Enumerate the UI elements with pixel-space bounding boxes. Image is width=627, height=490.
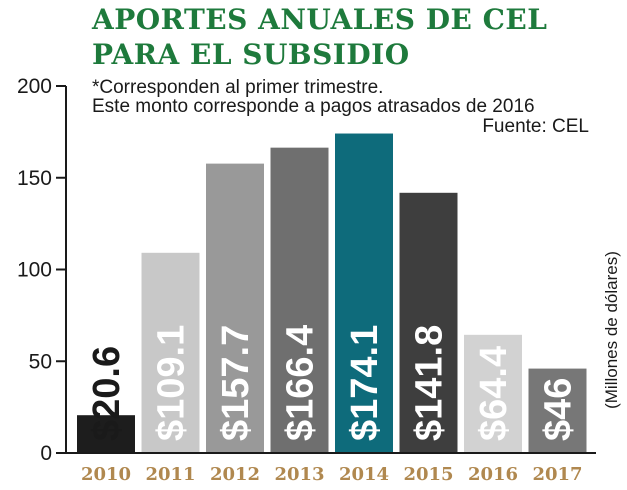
y-tick-label: 50 [29, 350, 52, 373]
footnote-late-payments: Este monto corresponde a pagos atrasados… [92, 96, 535, 117]
bar-2015 [399, 192, 458, 452]
value-label-2011: $109.1 [151, 325, 193, 441]
bar-2017 [528, 368, 587, 452]
bar-2012 [206, 163, 264, 453]
value-label-2015: $141.8 [409, 325, 451, 441]
bar-2010 [77, 415, 135, 452]
x-tick-label-2011: 2011 [145, 464, 195, 485]
x-tick-label-2016: 2016 [468, 464, 518, 485]
bar-2016 [464, 334, 522, 452]
footnote-first-quarter: *Corresponden al primer trimestre. [92, 77, 384, 98]
bar-2014 [335, 133, 393, 453]
value-label-2014: $174.1 [344, 325, 386, 441]
chart-title-line-2: PARA EL SUBSIDIO [92, 38, 410, 71]
y-axis-label: (Millones de dólares) [602, 251, 621, 409]
y-tick-label: 100 [17, 259, 52, 282]
x-tick-label-2014: 2014 [339, 464, 389, 485]
bar-2011 [141, 252, 200, 452]
value-label-2013: $166.4 [280, 325, 322, 441]
value-label-2010: $20.6 [86, 346, 128, 441]
x-tick-label-2013: 2013 [274, 464, 324, 485]
bar-2013 [270, 147, 329, 452]
x-tick-label-2010: 2010 [81, 464, 131, 485]
value-label-2016: $64.4 [473, 346, 515, 441]
chart-title-line-1: APORTES ANUALES DE CEL [92, 3, 548, 36]
y-tick-label: 150 [17, 167, 52, 190]
x-tick-label-2012: 2012 [210, 464, 260, 485]
y-tick-label: 200 [17, 75, 52, 98]
x-tick-label-2017: 2017 [532, 464, 582, 485]
value-label-2012: $157.7 [215, 325, 257, 441]
x-tick-label-2015: 2015 [403, 464, 453, 485]
y-tick-label: 0 [40, 442, 52, 465]
value-label-2017: $46 [538, 378, 580, 441]
source-note: Fuente: CEL [482, 116, 589, 137]
